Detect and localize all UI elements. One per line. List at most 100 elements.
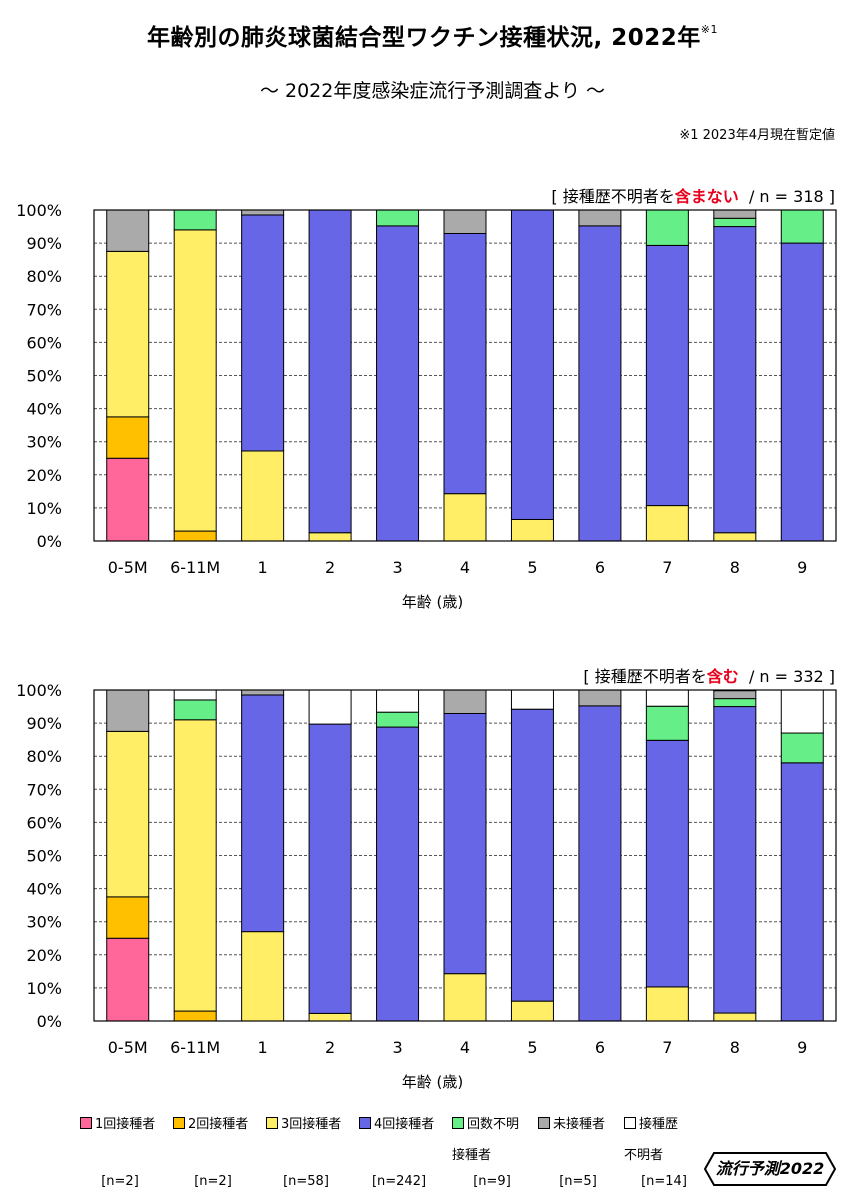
x-tick-label: 5 [527,1038,537,1057]
legend-count: [n=2] [194,1174,232,1189]
bar-segment-history-unknown [510,689,554,710]
bar-segment-unvaccinated [241,209,285,216]
legend-swatch-history-unknown [624,1117,636,1129]
bar-segment-unvaccinated [713,690,757,700]
bar-segment-history-unknown [308,689,352,725]
bar-segment-dose3 [645,505,689,542]
survey-logo: 流行予測2022 [703,1152,837,1186]
page-title: 年齢別の肺炎球菌結合型ワクチン接種状況, 2022年※1 [0,18,865,52]
bar-segment-dose3 [510,518,554,542]
bar-segment-dose4 [443,233,487,495]
y-tick-label: 40% [26,400,62,419]
y-tick-label: 70% [26,780,62,799]
bar-segment-dose4 [376,225,420,542]
y-tick-label: 10% [26,979,62,998]
x-tick-label: 8 [730,1038,740,1057]
bar-segment-dose4 [241,214,285,452]
legend-item-dose1: 1回接種者 [n=2] [80,1113,180,1189]
legend-label: 2回接種者 [188,1117,249,1132]
bar-segment-dose3 [443,493,487,542]
x-tick-label: 4 [460,558,470,577]
x-tick-label: 3 [392,1038,402,1057]
bar-segment-dose4 [713,226,757,534]
bar-segment-dose1 [106,937,150,1022]
x-tick-label: 8 [730,558,740,577]
x-tick-label: 0-5M [108,558,148,577]
legend-count: [n=9] [473,1174,511,1189]
bar-segment-dose4 [510,209,554,520]
y-tick-label: 10% [26,499,62,518]
x-tick-label: 6-11M [170,558,220,577]
y-tick-label: 0% [37,1012,62,1031]
x-tick-label: 2 [325,558,335,577]
y-tick-label: 60% [26,333,62,352]
bar-segment-dose4 [308,723,352,1014]
legend-swatch-dose1 [80,1117,92,1129]
legend-swatch-dose3 [266,1117,278,1129]
y-tick-label: 30% [26,913,62,932]
bar-segment-dose3 [106,730,150,898]
bar-segment-dose3 [443,973,487,1022]
legend-label-line2: 接種者 [452,1148,492,1163]
bar-segment-unvaccinated [443,689,487,715]
y-tick-label: 0% [37,532,62,551]
y-tick-label: 100% [16,681,62,700]
y-tick-label: 90% [26,714,62,733]
bar-segment-dose3 [173,719,217,1012]
x-tick-label: 9 [797,1038,807,1057]
y-tick-label: 30% [26,433,62,452]
legend-item-dose3: 3回接種者 [n=58] [266,1113,366,1189]
x-tick-label: 5 [527,558,537,577]
x-tick-label: 9 [797,558,807,577]
bar-segment-unknown-count [713,217,757,228]
x-tick-label: 1 [258,1038,268,1057]
legend-item-dose4: 4回接種者 [n=242] [359,1113,459,1189]
bar-segment-unvaccinated [241,689,285,696]
legend-label: 未接種者 [553,1117,606,1132]
legend-swatch-dose4 [359,1117,371,1129]
bar-segment-history-unknown [645,689,689,707]
chart1-note-suffix: / n = 318 ] [748,187,835,206]
bar-segment-history-unknown [173,689,217,701]
bar-segment-history-unknown [780,689,824,734]
bar-segment-unknown-count [376,209,420,227]
bar-segment-dose3 [308,532,352,542]
y-tick-label: 80% [26,747,62,766]
legend-swatch-dose2 [173,1117,185,1129]
chart2-note-prefix: [ 接種歴不明者を [583,667,707,686]
y-tick-label: 20% [26,946,62,965]
legend: 1回接種者 [n=2] 2回接種者 [n=2] 3回接種者 [n=58] 4回接種者 [… [60,1113,700,1193]
bar-segment-dose4 [510,708,554,1002]
x-tick-label: 2 [325,1038,335,1057]
chart2-plot: 0% 10% 20% 30% 40% 50% 60% 70% 80% 90% 100% 0-5M 6-1… [16,681,837,1057]
chart2-note: [ 接種歴不明者を含む / n = 332 ] [583,663,835,687]
x-tick-label: 3 [392,558,402,577]
plot-frame [93,209,837,542]
bar-segment-unknown-count [645,705,689,741]
bar-segment-unknown-count [780,209,824,244]
bar-segment-unvaccinated [578,209,622,227]
legend-count: [n=242] [371,1174,427,1189]
title-text: 年齢別の肺炎球菌結合型ワクチン接種状況, 2022年 [147,25,701,51]
y-tick-label: 60% [26,813,62,832]
bar-segment-dose4 [780,242,824,542]
legend-count: [n=14] [641,1174,687,1189]
bar-segment-dose4 [376,726,420,1022]
bar-segment-unknown-count [780,732,824,764]
bar-segment-unknown-count [645,209,689,246]
bar-segment-dose3 [713,1012,757,1022]
bar-segment-dose2 [106,416,150,459]
bar-segment-dose2 [106,896,150,939]
legend-item-unvaccinated: 未接種者 [n=5] [538,1113,638,1189]
bar-segment-dose3 [510,1000,554,1022]
bar-segment-dose4 [780,762,824,1022]
bar-segment-dose2 [173,530,217,542]
bar-segment-dose3 [308,1012,352,1022]
bar-segment-dose3 [241,931,285,1022]
chart1-note-prefix: [ 接種歴不明者を [551,187,675,206]
bar-segment-dose4 [645,739,689,988]
y-tick-label: 100% [16,201,62,220]
page-subtitle: ～ 2022年度感染症流行予測調査より ～ [259,80,606,102]
bar-segment-unvaccinated [106,209,150,252]
bar-segment-unvaccinated [578,689,622,707]
